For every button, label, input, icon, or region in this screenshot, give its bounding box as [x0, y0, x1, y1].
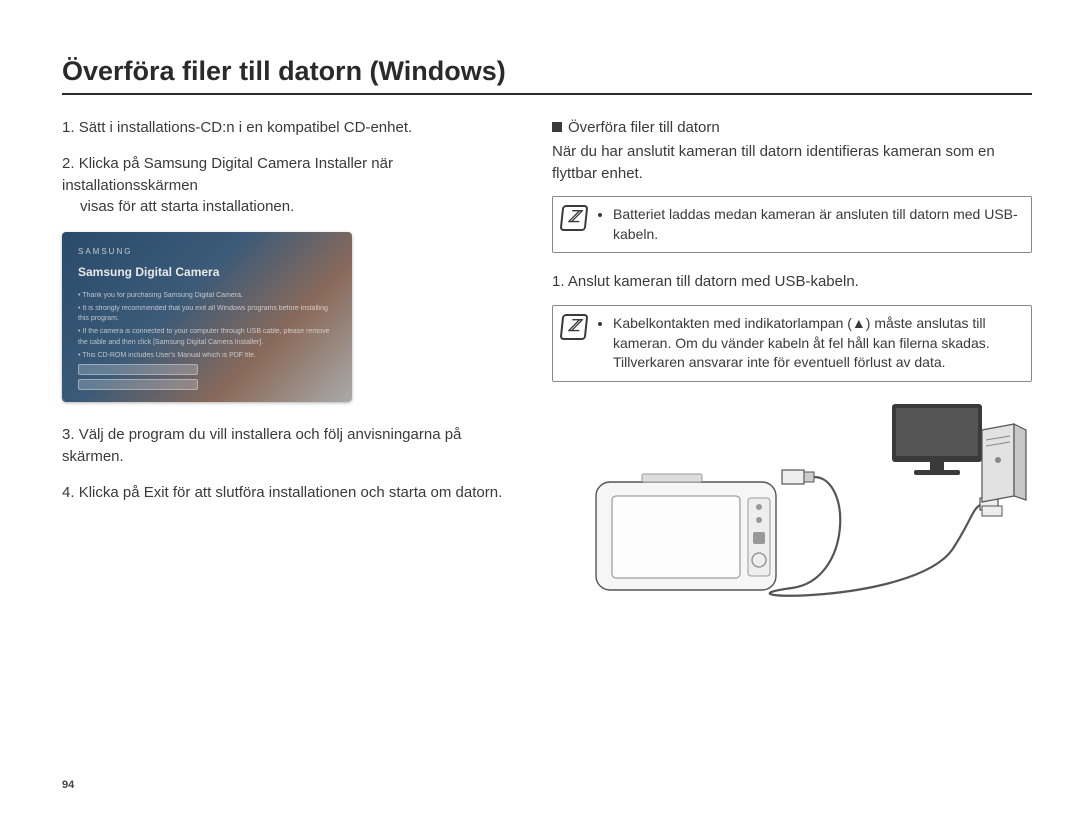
left-step-1: 1. Sätt i installations-CD:n i en kompat…	[62, 117, 524, 139]
step-text: Klicka på Samsung Digital Camera Install…	[62, 155, 393, 194]
step-number: 2.	[62, 155, 75, 172]
installer-line: • This CD-ROM includes User's Manual whi…	[78, 351, 336, 361]
page-title: Överföra filer till datorn (Windows)	[62, 56, 1032, 95]
step-number: 4.	[62, 484, 75, 501]
installer-buttons	[78, 364, 198, 390]
square-bullet-icon	[552, 122, 562, 132]
right-step-1: 1. Anslut kameran till datorn med USB-ka…	[552, 271, 1032, 293]
content-columns: 1. Sätt i installations-CD:n i en kompat…	[62, 117, 1032, 610]
step-text: Anslut kameran till datorn med USB-kabel…	[568, 273, 859, 290]
usb-plug-icon	[782, 470, 814, 484]
info-text: Kabelkontakten med indikatorlampan (▲) m…	[613, 314, 1021, 373]
installer-heading: Samsung Digital Camera	[78, 264, 336, 281]
step-text: Klicka på Exit för att slutföra installa…	[79, 484, 503, 501]
installer-lines: • Thank you for purchasing Samsung Digit…	[78, 291, 336, 361]
page-number: 94	[62, 779, 74, 791]
left-step-2: 2. Klicka på Samsung Digital Camera Inst…	[62, 153, 524, 218]
left-column: 1. Sätt i installations-CD:n i en kompat…	[62, 117, 524, 610]
installer-button	[78, 379, 198, 390]
note-icon: ℤ	[560, 205, 589, 231]
note-icon: ℤ	[560, 314, 589, 340]
step-text-cont: visas för att starta installationen.	[62, 196, 524, 218]
installer-line: • If the camera is connected to your com…	[78, 327, 336, 347]
right-column: Överföra filer till datorn När du har an…	[552, 117, 1032, 610]
step-number: 1.	[552, 273, 565, 290]
step-number: 3.	[62, 426, 75, 443]
info-box-1: ℤ Batteriet laddas medan kameran är ansl…	[552, 196, 1032, 253]
installer-brand: SAMSUNG	[78, 246, 336, 258]
left-step-4: 4. Klicka på Exit för att slutföra insta…	[62, 482, 524, 504]
subheading-text: Överföra filer till datorn	[568, 119, 720, 136]
installer-button	[78, 364, 198, 375]
right-subheading: Överföra filer till datorn	[552, 117, 1032, 139]
installer-screenshot: SAMSUNG Samsung Digital Camera • Thank y…	[62, 232, 352, 402]
step-text: Välj de program du vill installera och f…	[62, 426, 461, 465]
usb-cable	[770, 477, 982, 596]
installer-line: • Thank you for purchasing Samsung Digit…	[78, 291, 336, 301]
info-box-2: ℤ Kabelkontakten med indikatorlampan (▲)…	[552, 305, 1032, 382]
step-text: Sätt i installations-CD:n i en kompatibe…	[79, 119, 413, 136]
camera-icon	[596, 474, 776, 590]
connection-diagram	[552, 400, 1032, 610]
right-subtext: När du har anslutit kameran till datorn …	[552, 141, 1032, 185]
left-step-3: 3. Välj de program du vill installera oc…	[62, 424, 524, 468]
step-number: 1.	[62, 119, 75, 136]
installer-line: • It is strongly recommended that you ex…	[78, 304, 336, 324]
monitor-icon	[892, 404, 982, 475]
info-text: Batteriet laddas medan kameran är anslut…	[613, 205, 1021, 244]
